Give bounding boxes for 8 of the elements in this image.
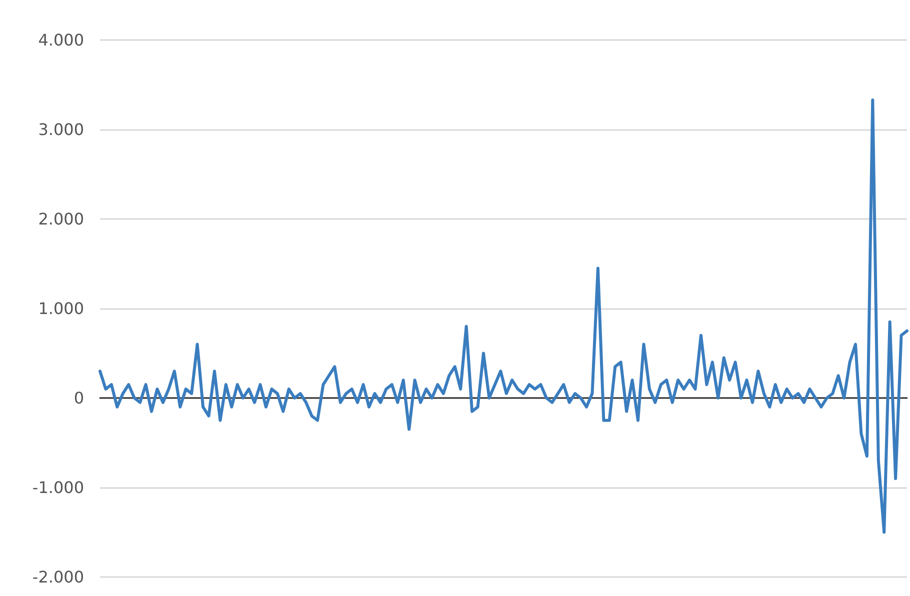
y-tick-label: 1.000 bbox=[38, 299, 84, 318]
y-tick-label: -1.000 bbox=[32, 478, 84, 497]
y-tick-label: 0 bbox=[74, 388, 84, 408]
y-tick-label: -2.000 bbox=[32, 568, 84, 586]
y-tick-label: 2.000 bbox=[38, 210, 84, 228]
y-tick-label: 4.000 bbox=[38, 30, 84, 50]
line-series bbox=[98, 98, 908, 534]
y-tick-label: 3.000 bbox=[38, 120, 84, 139]
